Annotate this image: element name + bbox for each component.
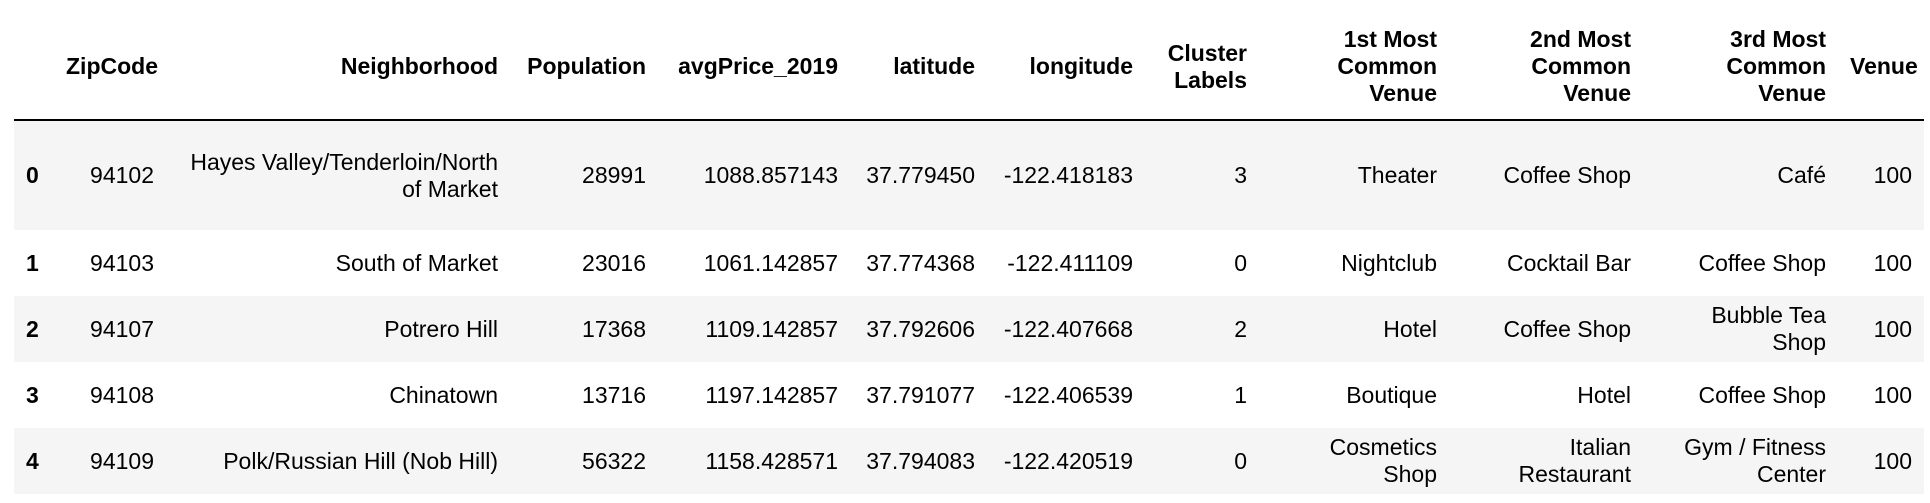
cell-1st-venue: Cosmetics Shop [1329, 434, 1437, 487]
header-2nd-most-common-venue: 2nd Most Common Venue [1449, 14, 1643, 121]
cell-neighborhood: Hayes Valley/Tenderloin/North of Market [190, 148, 498, 202]
table-row: 4 94109 Polk/Russian Hill (Nob Hill) 563… [14, 428, 1924, 494]
cell-longitude: -122.407668 [1003, 315, 1133, 342]
table-row: 0 94102 Hayes Valley/Tenderloin/North of… [14, 120, 1924, 230]
cell-longitude: -122.406539 [1003, 381, 1133, 408]
cell-latitude: 37.791077 [866, 381, 975, 408]
cell-latitude: 37.774368 [866, 249, 975, 276]
cell-venue: 100 [1873, 162, 1912, 188]
row-index: 0 [26, 162, 39, 188]
cell-population: 17368 [582, 315, 646, 342]
cell-avgprice-2019: 1158.428571 [705, 447, 838, 474]
cell-population: 28991 [582, 162, 646, 188]
cell-neighborhood: Polk/Russian Hill (Nob Hill) [223, 447, 498, 474]
cell-avgprice-2019: 1109.142857 [705, 315, 838, 342]
cell-latitude: 37.794083 [866, 447, 975, 474]
cell-neighborhood: South of Market [335, 249, 498, 276]
cell-venue: 100 [1873, 315, 1912, 342]
table-body: 0 94102 Hayes Valley/Tenderloin/North of… [14, 120, 1924, 494]
cell-zipcode: 94107 [90, 315, 154, 342]
cell-neighborhood: Potrero Hill [384, 315, 498, 342]
cell-3rd-venue: Coffee Shop [1698, 381, 1826, 408]
cell-2nd-venue: Cocktail Bar [1507, 249, 1631, 276]
cell-latitude: 37.792606 [866, 315, 975, 342]
header-zipcode: ZipCode [54, 14, 166, 121]
header-index-corner [14, 14, 54, 121]
header-longitude: longitude [987, 14, 1145, 121]
table-header: ZipCode Neighborhood Population avgPrice… [14, 14, 1924, 121]
cell-zipcode: 94103 [90, 249, 154, 276]
cell-2nd-venue: Coffee Shop [1503, 162, 1631, 188]
header-1st-most-common-venue: 1st Most Common Venue [1259, 14, 1449, 121]
cell-1st-venue: Theater [1357, 162, 1437, 188]
header-3rd-most-common-venue: 3rd Most Common Venue [1643, 14, 1838, 121]
header-venue: Venue [1838, 14, 1924, 121]
cell-neighborhood: Chinatown [389, 381, 498, 408]
cell-3rd-venue: Café [1777, 162, 1826, 188]
table-row: 3 94108 Chinatown 13716 1197.142857 37.7… [14, 362, 1924, 428]
header-cluster-labels: Cluster Labels [1145, 14, 1259, 121]
cell-longitude: -122.418183 [1003, 162, 1133, 188]
cell-population: 23016 [582, 249, 646, 276]
cell-1st-venue: Hotel [1383, 315, 1437, 342]
cell-1st-venue: Boutique [1346, 381, 1437, 408]
cell-venue: 100 [1873, 381, 1912, 408]
cell-cluster-labels: 1 [1234, 381, 1247, 408]
cell-population: 13716 [582, 381, 646, 408]
cell-cluster-labels: 3 [1234, 162, 1247, 188]
cell-2nd-venue: Coffee Shop [1503, 315, 1631, 342]
cell-longitude: -122.420519 [1003, 447, 1133, 474]
cell-3rd-venue: Coffee Shop [1698, 249, 1826, 276]
table-row: 1 94103 South of Market 23016 1061.14285… [14, 230, 1924, 296]
row-index: 1 [26, 249, 39, 276]
cell-latitude: 37.779450 [866, 162, 975, 188]
cell-cluster-labels: 0 [1234, 249, 1247, 276]
table-row: 2 94107 Potrero Hill 17368 1109.142857 3… [14, 296, 1924, 362]
cell-2nd-venue: Italian Restaurant [1518, 434, 1631, 487]
dataframe-table: ZipCode Neighborhood Population avgPrice… [14, 14, 1924, 494]
cell-avgprice-2019: 1197.142857 [705, 381, 838, 408]
cell-3rd-venue: Bubble Tea Shop [1711, 302, 1826, 355]
cell-cluster-labels: 0 [1234, 447, 1247, 474]
cell-avgprice-2019: 1088.857143 [703, 162, 838, 188]
cell-population: 56322 [582, 447, 646, 474]
header-avgprice-2019: avgPrice_2019 [658, 14, 850, 121]
header-population: Population [510, 14, 658, 121]
cell-zipcode: 94108 [90, 381, 154, 408]
row-index: 4 [26, 447, 39, 474]
cell-zipcode: 94109 [90, 447, 154, 474]
header-neighborhood: Neighborhood [166, 14, 510, 121]
header-row: ZipCode Neighborhood Population avgPrice… [14, 14, 1924, 121]
row-index: 2 [26, 315, 39, 342]
cell-longitude: -122.411109 [1007, 249, 1133, 276]
cell-2nd-venue: Hotel [1577, 381, 1631, 408]
cell-cluster-labels: 2 [1234, 315, 1247, 342]
cell-venue: 100 [1873, 447, 1912, 474]
cell-1st-venue: Nightclub [1341, 249, 1437, 276]
row-index: 3 [26, 381, 39, 408]
cell-3rd-venue: Gym / Fitness Center [1684, 434, 1826, 487]
header-latitude: latitude [850, 14, 987, 121]
cell-venue: 100 [1873, 249, 1912, 276]
cell-avgprice-2019: 1061.142857 [703, 249, 838, 276]
cell-zipcode: 94102 [90, 162, 154, 188]
